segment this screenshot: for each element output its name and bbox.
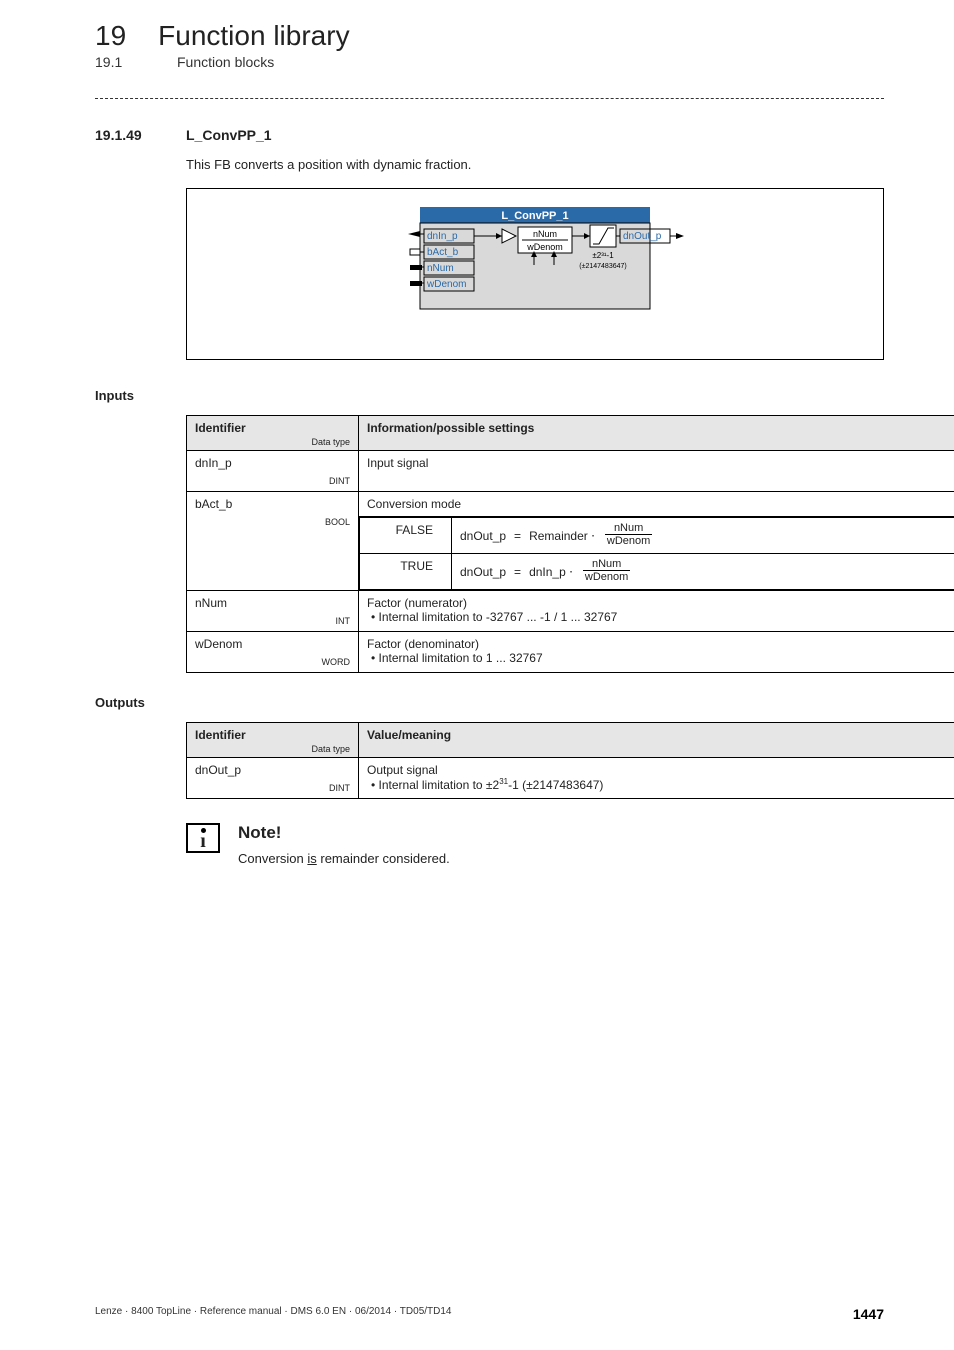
inputs-table: Identifier Data type Information/possibl… — [186, 415, 954, 673]
svg-text:nNum: nNum — [427, 263, 454, 274]
page-number: 1447 — [853, 1306, 884, 1322]
svg-text:dnOut_p: dnOut_p — [623, 231, 662, 242]
block-diagram: L_ConvPP_1 dnIn_p bAct_b nNum wDenom nNu… — [350, 203, 720, 331]
outputs-col2-header: Value/meaning — [359, 723, 954, 758]
identifier: wDenom — [195, 637, 350, 651]
info-cell: Input signal — [359, 451, 954, 492]
intro-text: This FB converts a position with dynamic… — [186, 157, 884, 172]
svg-text:(±2147483647): (±2147483647) — [579, 263, 626, 270]
info-cell: Output signal • Internal limitation to ±… — [359, 758, 954, 799]
conversion-mode-table: FALSE dnOut_p = Remainder ⋅ nNumwDenom T… — [359, 517, 954, 590]
outputs-table: Identifier Data type Value/meaning dnOut… — [186, 722, 954, 799]
note-block: ı Note! Conversion is remainder consider… — [186, 823, 884, 866]
subsection-number: 19.1 — [95, 54, 145, 70]
svg-text:L_ConvPP_1: L_ConvPP_1 — [501, 210, 568, 222]
outputs-col1-header: Identifier Data type — [187, 723, 359, 758]
note-title: Note! — [238, 823, 450, 843]
info-icon: ı — [186, 823, 220, 853]
table-row: dnIn_p DINT Input signal — [187, 451, 954, 492]
subsection-title: Function blocks — [177, 54, 274, 70]
section-number: 19.1.49 — [95, 127, 158, 143]
datatype: INT — [195, 616, 350, 626]
info-cell: Conversion mode FALSE dnOut_p = Remainde… — [359, 492, 954, 591]
formula-cell: dnOut_p = Remainder ⋅ nNumwDenom — [452, 518, 954, 554]
footer-text: Lenze · 8400 TopLine · Reference manual … — [95, 1306, 452, 1322]
identifier: nNum — [195, 596, 350, 610]
block-diagram-frame: L_ConvPP_1 dnIn_p bAct_b nNum wDenom nNu… — [186, 188, 884, 360]
table-row: dnOut_p DINT Output signal • Internal li… — [187, 758, 954, 799]
formula-cell: dnOut_p = dnIn_p ⋅ nNumwDenom — [452, 554, 954, 590]
page-footer: Lenze · 8400 TopLine · Reference manual … — [95, 1306, 884, 1322]
table-row: bAct_b BOOL Conversion mode FALSE dnOut_… — [187, 492, 954, 591]
table-row: wDenom WORD Factor (denominator) • Inter… — [187, 632, 954, 673]
note-body: Conversion is remainder considered. — [238, 851, 450, 866]
datatype: DINT — [195, 783, 350, 793]
section-title: L_ConvPP_1 — [186, 127, 272, 143]
table-row: nNum INT Factor (numerator) • Internal l… — [187, 591, 954, 632]
divider-dashed — [95, 98, 884, 99]
svg-text:dnIn_p: dnIn_p — [427, 231, 458, 242]
inputs-heading: Inputs — [95, 388, 884, 403]
identifier: bAct_b — [195, 497, 350, 511]
outputs-heading: Outputs — [95, 695, 884, 710]
datatype: DINT — [195, 476, 350, 486]
svg-text:wDenom: wDenom — [426, 279, 466, 290]
info-cell: Factor (denominator) • Internal limitati… — [359, 632, 954, 673]
inputs-col2-header: Information/possible settings — [359, 416, 954, 451]
inputs-col1-header: Identifier Data type — [187, 416, 359, 451]
svg-text:nNum: nNum — [533, 229, 557, 239]
datatype: BOOL — [195, 517, 350, 527]
identifier: dnOut_p — [195, 763, 350, 777]
svg-text:wDenom: wDenom — [526, 242, 563, 252]
identifier: dnIn_p — [195, 456, 350, 470]
bool-value: FALSE — [360, 518, 452, 554]
bool-value: TRUE — [360, 554, 452, 590]
datatype: WORD — [195, 657, 350, 667]
svg-text:bAct_b: bAct_b — [427, 247, 459, 258]
svg-text:±2³¹-1: ±2³¹-1 — [592, 251, 614, 260]
info-cell: Factor (numerator) • Internal limitation… — [359, 591, 954, 632]
chapter-number: 19 — [95, 20, 126, 52]
chapter-title: Function library — [158, 20, 349, 52]
